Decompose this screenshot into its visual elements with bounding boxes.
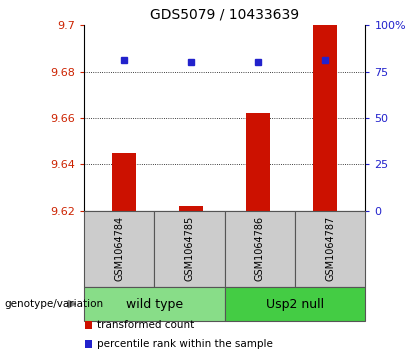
Text: GSM1064787: GSM1064787 (325, 216, 335, 281)
Bar (84, 287, 225, 321)
Bar (85, 340, 92, 348)
Text: GSM1064785: GSM1064785 (184, 216, 194, 281)
Bar (85, 321, 92, 329)
Bar (295, 211, 365, 287)
Bar (155, 211, 225, 287)
Text: percentile rank within the sample: percentile rank within the sample (97, 339, 273, 349)
Text: genotype/variation: genotype/variation (4, 299, 103, 309)
Text: Usp2 null: Usp2 null (266, 298, 324, 310)
Text: wild type: wild type (126, 298, 183, 310)
Text: GSM1064784: GSM1064784 (114, 216, 124, 281)
Bar (84, 211, 155, 287)
Text: transformed count: transformed count (97, 320, 194, 330)
Bar (225, 211, 295, 287)
Text: GSM1064786: GSM1064786 (255, 216, 265, 281)
Title: GDS5079 / 10433639: GDS5079 / 10433639 (150, 8, 299, 21)
Bar (179, 206, 203, 211)
Bar (313, 25, 337, 211)
Bar (225, 287, 365, 321)
Bar (113, 153, 136, 211)
Bar (247, 113, 270, 211)
